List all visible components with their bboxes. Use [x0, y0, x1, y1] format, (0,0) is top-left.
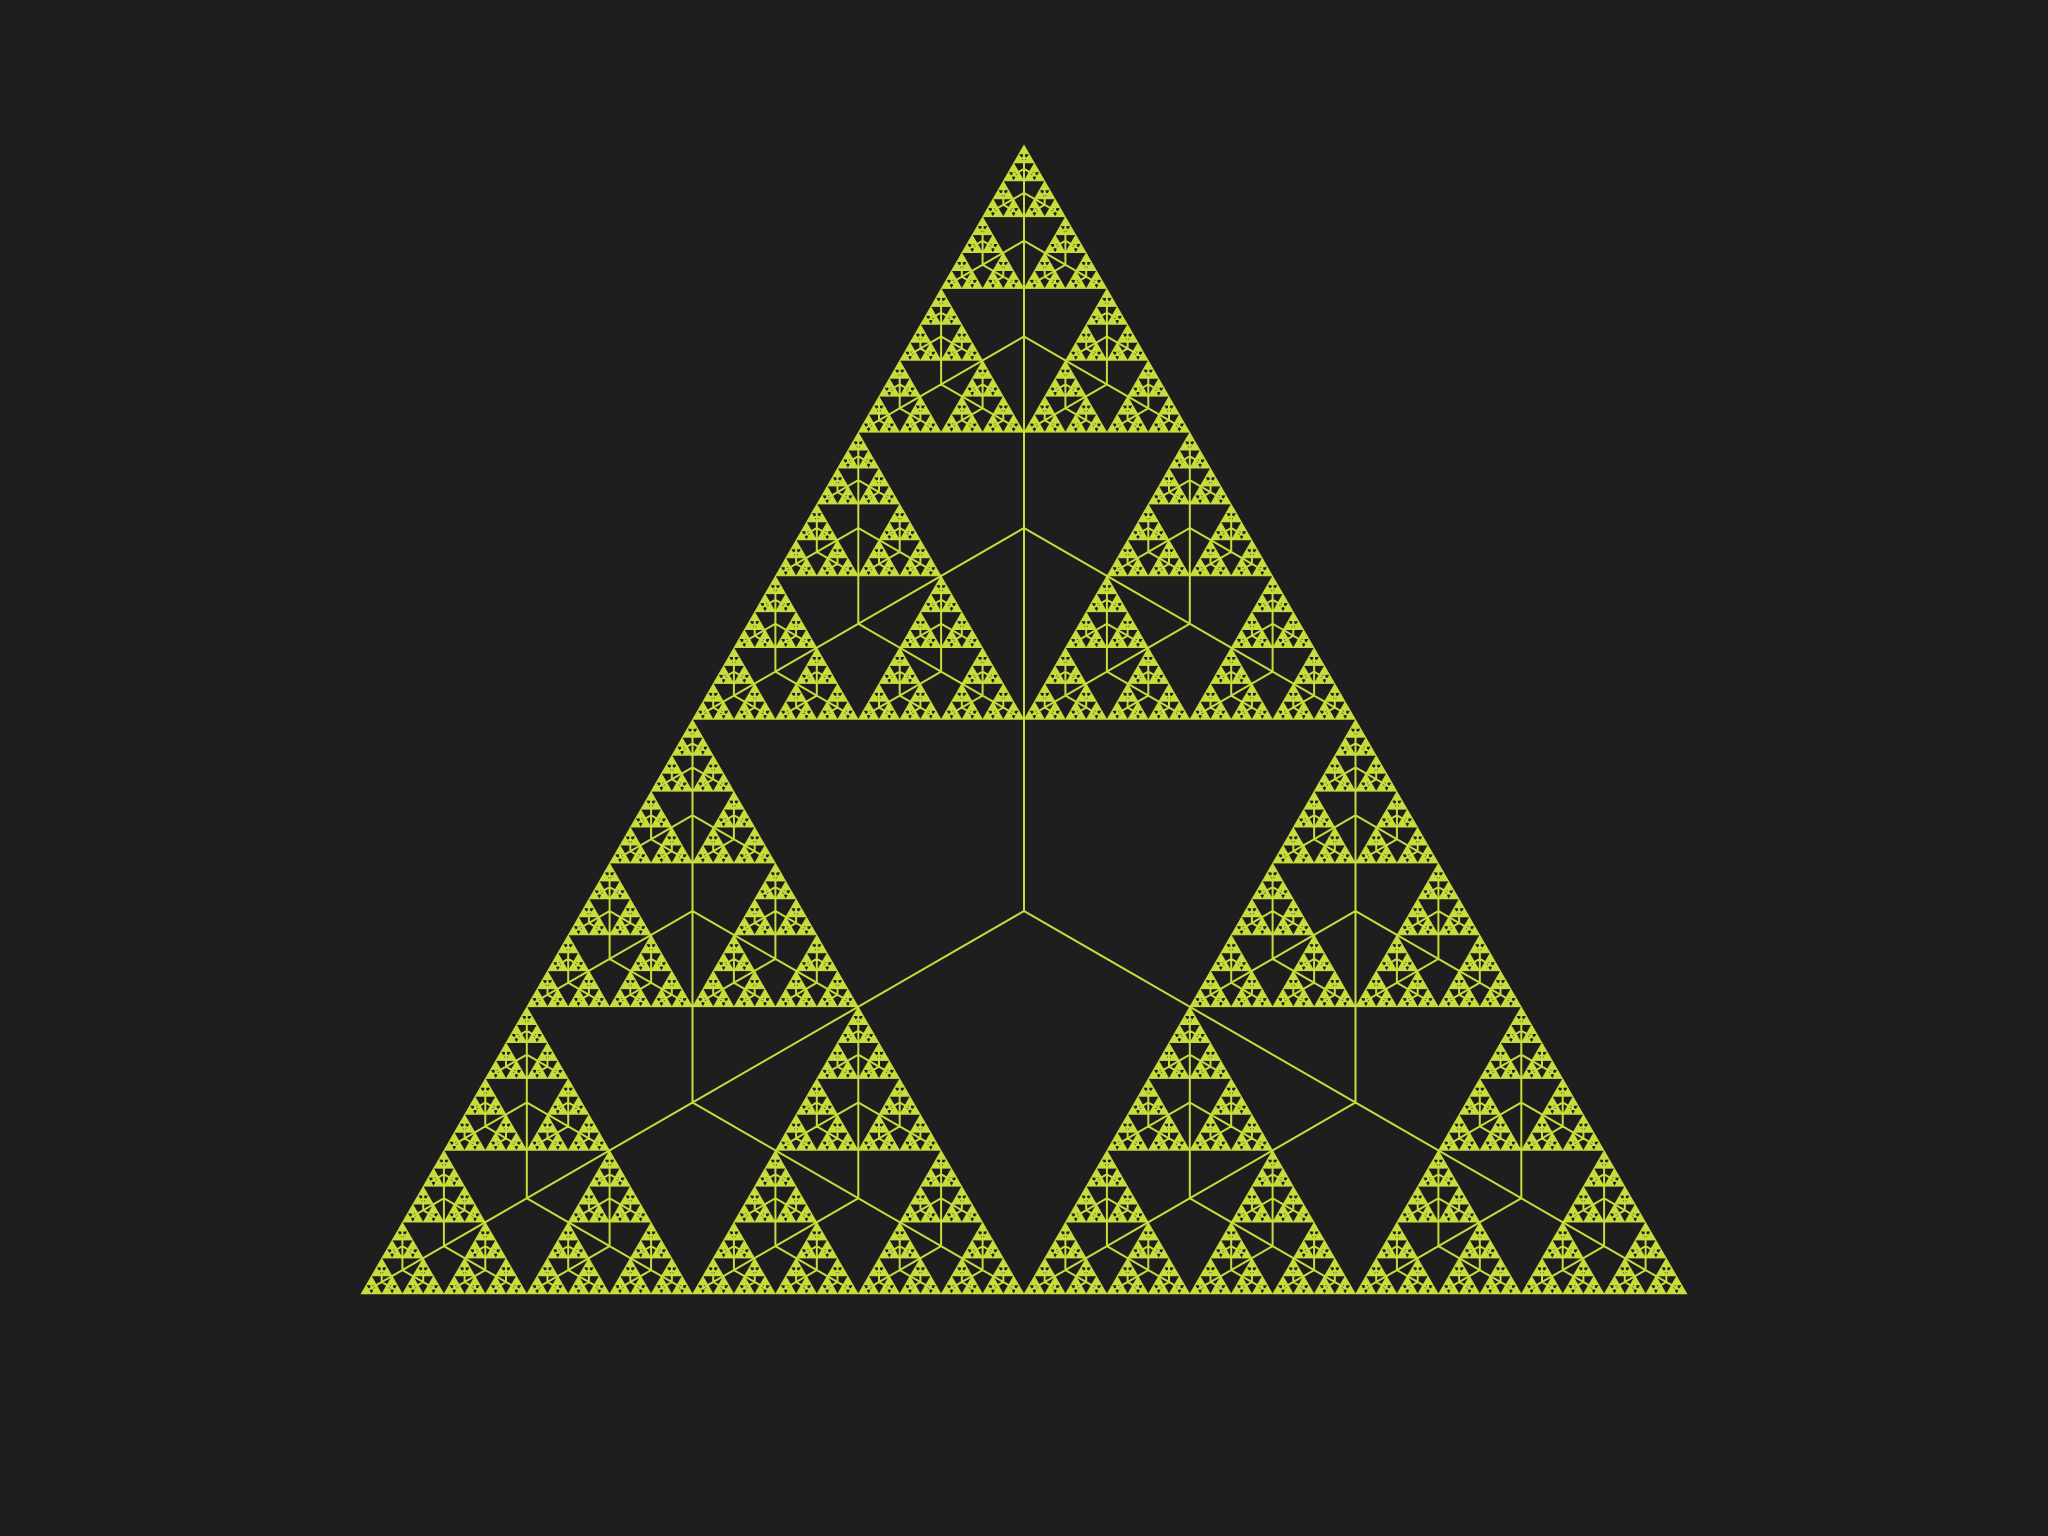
fractal-drawing [360, 144, 1688, 1295]
tripod-tree-lines [365, 151, 1683, 1292]
